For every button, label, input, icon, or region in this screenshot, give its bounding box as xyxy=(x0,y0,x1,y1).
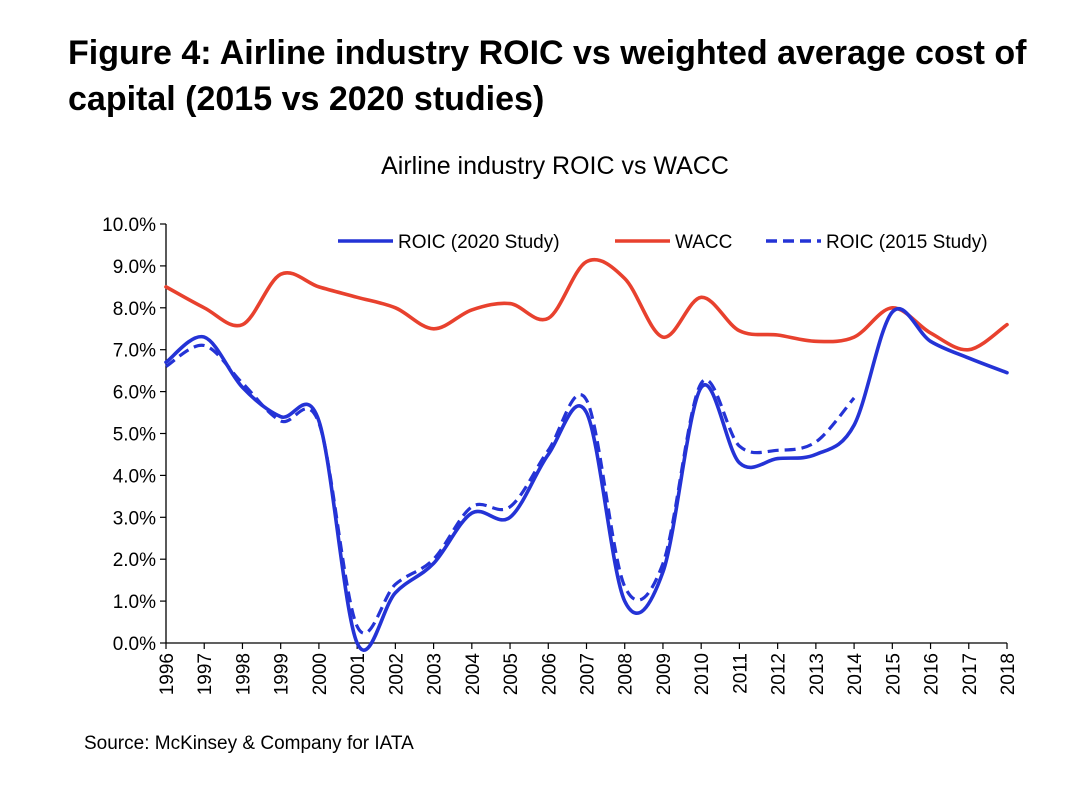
x-tick-label: 2004 xyxy=(463,653,484,696)
x-tick-label: 2006 xyxy=(539,653,560,695)
chart-title: Airline industry ROIC vs WACC xyxy=(381,152,729,180)
x-tick-label: 2013 xyxy=(807,653,828,695)
y-tick-label: 10.0% xyxy=(102,215,156,236)
x-tick-label: 2000 xyxy=(310,653,331,695)
x-tick-label: 2017 xyxy=(960,653,981,695)
legend-label: ROIC (2015 Study) xyxy=(826,232,988,253)
x-tick-label: 2005 xyxy=(501,653,522,695)
x-axis: 1996 1997 1998 1999 2000 2001 2002 2003 2004 2005… xyxy=(157,643,1019,695)
x-tick-label: 2003 xyxy=(425,653,446,695)
y-tick-label: 9.0% xyxy=(113,257,156,278)
y-tick-label: 1.0% xyxy=(113,592,156,613)
x-tick-label: 2008 xyxy=(616,653,637,695)
series-line-wacc xyxy=(164,257,1009,352)
x-tick-label: 2007 xyxy=(578,653,599,695)
x-tick-label: 2011 xyxy=(730,653,751,694)
series-line-roic-2020-study xyxy=(164,307,1009,652)
source-note: Source: McKinsey & Company for IATA xyxy=(84,733,414,754)
series-line-roic-2015-study xyxy=(165,343,856,635)
x-tick-label: 2018 xyxy=(998,653,1019,695)
x-tick-label: 2010 xyxy=(692,653,713,695)
x-tick-label: 2002 xyxy=(386,653,407,695)
y-tick-label: 4.0% xyxy=(113,466,156,487)
y-tick-label: 5.0% xyxy=(113,425,156,446)
x-tick-label: 1998 xyxy=(233,653,254,695)
x-tick-label: 2001 xyxy=(348,653,369,695)
x-tick-label: 1997 xyxy=(195,653,216,695)
y-tick-label: 8.0% xyxy=(113,299,156,320)
chart-axes xyxy=(165,224,1007,644)
x-tick-label: 2016 xyxy=(922,653,943,695)
legend: ROIC (2020 Study) WACC ROIC (2015 Study) xyxy=(338,232,988,253)
y-tick-label: 0.0% xyxy=(113,634,156,655)
y-tick-label: 3.0% xyxy=(113,508,156,529)
x-tick-label: 2015 xyxy=(883,653,904,695)
legend-label: ROIC (2020 Study) xyxy=(398,232,560,253)
legend-label: WACC xyxy=(675,232,732,253)
y-axis: 0.0% 1.0% 2.0% 3.0% 4.0% 5.0% 6.0% 7.0% 8.0% 9.0%… xyxy=(102,215,166,655)
x-tick-label: 2009 xyxy=(654,653,675,695)
figure-title: Figure 4: Airline industry ROIC vs weigh… xyxy=(68,34,1027,118)
y-tick-label: 6.0% xyxy=(113,383,156,404)
y-tick-label: 2.0% xyxy=(113,550,156,571)
x-tick-label: 1999 xyxy=(272,653,293,695)
series-layer xyxy=(164,257,1009,652)
y-tick-label: 7.0% xyxy=(113,341,156,362)
x-tick-label: 1996 xyxy=(157,653,178,695)
x-tick-label: 2012 xyxy=(769,653,790,695)
x-tick-label: 2014 xyxy=(845,653,866,696)
